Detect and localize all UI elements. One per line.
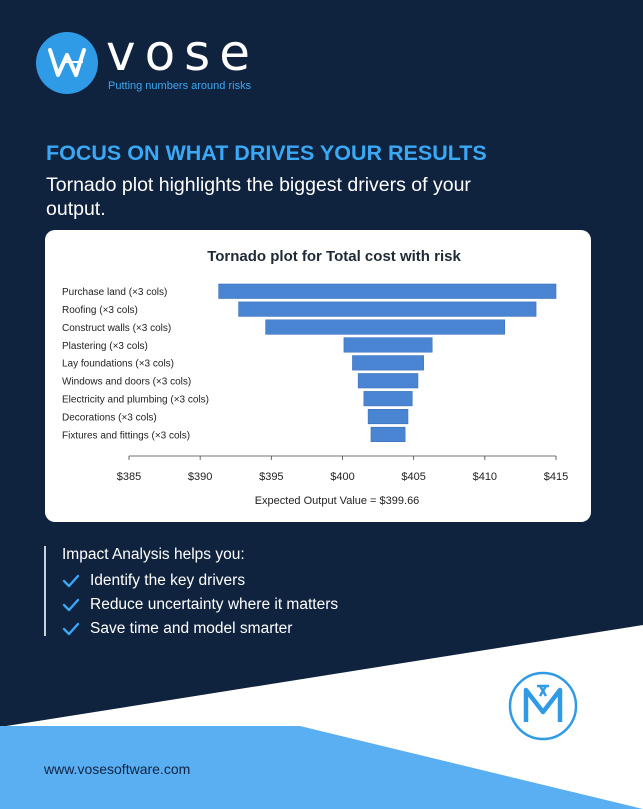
x-tick-label: $405 [401, 471, 425, 483]
headline: FOCUS ON WHAT DRIVES YOUR RESULTS [46, 141, 487, 165]
tornado-bar [367, 409, 409, 425]
benefit-item: Identify the key drivers [62, 569, 338, 593]
tornado-chart: Tornado plot for Total cost with risk Pu… [62, 248, 568, 507]
chart-title: Tornado plot for Total cost with risk [207, 248, 461, 265]
check-icon [62, 622, 80, 635]
x-tick-label: $410 [473, 471, 497, 483]
modelrisk-m-icon [508, 671, 578, 741]
brand-name: vose [106, 24, 259, 82]
check-icon [62, 574, 80, 587]
tornado-bar [265, 319, 506, 335]
tornado-bar [370, 426, 406, 442]
brand-tagline: Putting numbers around risks [108, 80, 252, 92]
tornado-bar [343, 337, 433, 353]
benefit-item: Save time and model smarter [62, 617, 338, 641]
category-label: Lay foundations (×3 cols) [62, 359, 174, 370]
category-label: Decorations (×3 cols) [62, 412, 157, 423]
benefit-text: Identify the key drivers [90, 571, 246, 589]
category-label: Plastering (×3 cols) [62, 341, 148, 352]
tornado-bar [357, 373, 419, 389]
vose-logo-icon [36, 32, 98, 94]
category-label: Roofing (×3 cols) [62, 305, 138, 316]
website-link[interactable]: www.vosesoftware.com [44, 761, 191, 777]
tornado-bar [238, 301, 537, 317]
x-tick-label: $400 [330, 471, 354, 483]
tornado-bar [363, 391, 413, 407]
subhead: Tornado plot highlights the biggest driv… [46, 174, 471, 220]
category-label: Windows and doors (×3 cols) [62, 377, 191, 388]
category-label: Fixtures and fittings (×3 cols) [62, 430, 190, 441]
category-label: Construct walls (×3 cols) [62, 323, 171, 334]
check-icon [62, 598, 80, 611]
benefits-list: Impact Analysis helps you: Identify the … [44, 546, 338, 637]
expected-value-annotation: Expected Output Value = $399.66 [255, 495, 420, 507]
x-tick-label: $385 [117, 471, 141, 483]
benefit-text: Save time and model smarter [90, 619, 293, 637]
x-tick-label: $390 [188, 471, 212, 483]
tornado-bar [352, 355, 424, 371]
benefit-text: Reduce uncertainty where it matters [90, 595, 339, 613]
tornado-bar [218, 283, 557, 299]
category-label: Electricity and plumbing (×3 cols) [62, 394, 209, 405]
x-tick-label: $415 [544, 471, 568, 483]
benefit-item: Reduce uncertainty where it matters [62, 593, 338, 617]
benefits-intro: Impact Analysis helps you: [62, 546, 245, 563]
category-label: Purchase land (×3 cols) [62, 287, 167, 298]
tornado-chart-card: Tornado plot for Total cost with risk Pu… [45, 230, 591, 522]
x-tick-label: $395 [259, 471, 283, 483]
